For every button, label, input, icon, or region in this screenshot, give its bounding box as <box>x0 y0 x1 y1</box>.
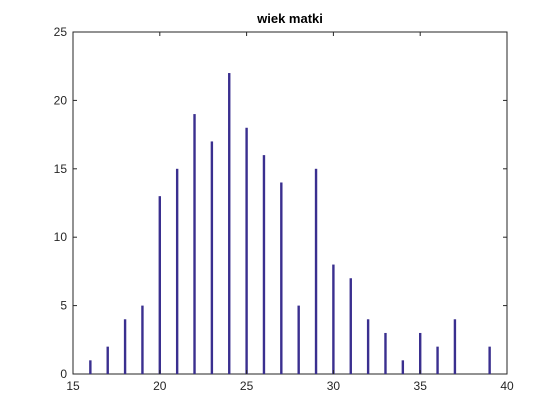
y-tick-label-15: 15 <box>54 162 68 176</box>
plot-area-frame <box>73 32 507 374</box>
y-tick-label-0: 0 <box>60 367 67 381</box>
x-tick-label-20: 20 <box>153 379 167 393</box>
bar-31 <box>350 278 352 374</box>
bar-21 <box>176 169 178 374</box>
bar-17 <box>107 347 109 374</box>
bar-35 <box>419 333 421 374</box>
x-tick-label-30: 30 <box>327 379 341 393</box>
bar-16 <box>89 360 91 374</box>
y-tick-label-25: 25 <box>54 25 68 39</box>
x-tick-label-40: 40 <box>500 379 514 393</box>
bar-23 <box>211 141 213 374</box>
bar-22 <box>193 114 195 374</box>
bar-39 <box>488 347 490 374</box>
bar-29 <box>315 169 317 374</box>
chart-title: wiek matki <box>256 11 323 26</box>
bar-37 <box>454 319 456 374</box>
bar-33 <box>384 333 386 374</box>
x-tick-label-35: 35 <box>414 379 428 393</box>
bar-20 <box>159 196 161 374</box>
bar-19 <box>141 306 143 374</box>
y-tick-label-10: 10 <box>54 230 68 244</box>
bar-18 <box>124 319 126 374</box>
bar-32 <box>367 319 369 374</box>
bar-34 <box>402 360 404 374</box>
bar-25 <box>245 128 247 374</box>
bar-28 <box>297 306 299 374</box>
x-tick-label-25: 25 <box>240 379 254 393</box>
bar-27 <box>280 182 282 374</box>
y-tick-label-5: 5 <box>60 299 67 313</box>
bar-26 <box>263 155 265 374</box>
bar-30 <box>332 265 334 374</box>
bar-24 <box>228 73 230 374</box>
x-tick-label-15: 15 <box>66 379 80 393</box>
bar-36 <box>436 347 438 374</box>
y-tick-label-20: 20 <box>54 93 68 107</box>
